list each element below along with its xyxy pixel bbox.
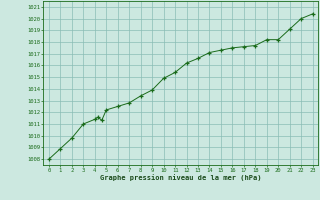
X-axis label: Graphe pression niveau de la mer (hPa): Graphe pression niveau de la mer (hPa) bbox=[100, 174, 261, 181]
